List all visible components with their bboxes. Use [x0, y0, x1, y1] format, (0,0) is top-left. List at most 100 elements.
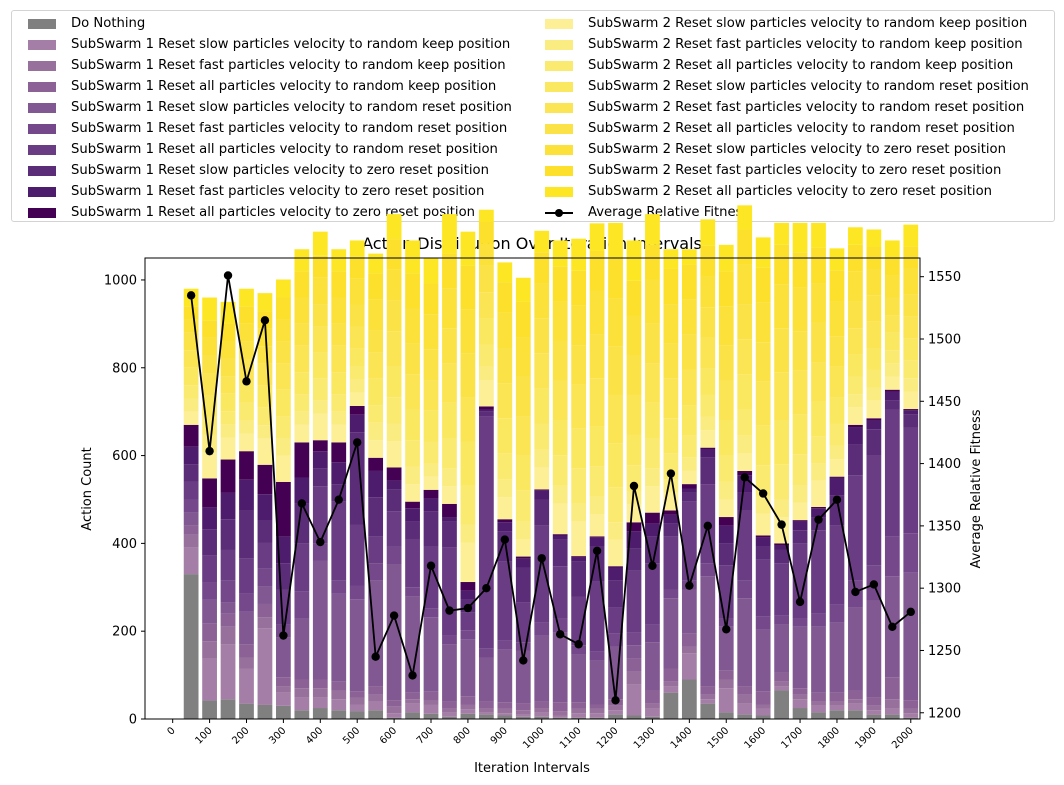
- bar-segment: [571, 520, 587, 557]
- bar-segment: [202, 355, 217, 374]
- bar-segment: [718, 499, 734, 518]
- bar-segment: [737, 409, 753, 436]
- bar-segment: [903, 360, 919, 379]
- bar-segment: [405, 587, 420, 597]
- bar-segment: [202, 599, 217, 624]
- bar-segment: [349, 585, 365, 600]
- bar-segment: [405, 596, 420, 693]
- legend-label: Do Nothing: [71, 16, 146, 31]
- bar-segment: [442, 503, 457, 518]
- bar-segment: [866, 429, 882, 456]
- bar-segment: [792, 331, 808, 371]
- bar-segment: [534, 622, 550, 636]
- bar-segment: [534, 499, 550, 526]
- bar-segment: [405, 501, 420, 509]
- bar-segment: [737, 264, 753, 305]
- bar-segment: [737, 580, 753, 599]
- fitness-point: [242, 377, 251, 386]
- bar-segment: [478, 243, 494, 266]
- x-tick-label: 1000: [521, 725, 547, 751]
- bar-segment: [626, 504, 642, 523]
- bar-segment: [848, 699, 863, 704]
- bar-segment: [571, 305, 587, 346]
- bar-segment: [257, 520, 273, 543]
- legend-swatch: [545, 123, 573, 134]
- bar-segment: [294, 442, 310, 478]
- bar-segment: [866, 710, 882, 715]
- legend-column-left: Do Nothing SubSwarm 1 Reset slow particle…: [28, 13, 512, 223]
- bar-segment: [478, 409, 494, 412]
- bar-segment: [478, 221, 494, 244]
- bar-segment: [755, 559, 771, 617]
- bar-segment: [700, 576, 716, 687]
- bar-segment: [571, 708, 587, 714]
- bar-segment: [848, 328, 863, 355]
- bar-segment: [423, 380, 439, 411]
- bar-segment: [811, 530, 826, 614]
- bar-segment: [312, 688, 328, 698]
- bar-segment: [718, 543, 734, 566]
- bar-segment: [811, 613, 826, 627]
- bar-segment: [423, 498, 439, 512]
- bar-segment: [645, 323, 660, 364]
- bar-segment: [534, 423, 550, 450]
- x-tick-label: 1600: [742, 725, 768, 751]
- bar-segment: [515, 558, 531, 568]
- bar-segment: [700, 447, 716, 449]
- bar-segment: [700, 457, 716, 485]
- bar-segment: [239, 402, 254, 421]
- legend-column-right: SubSwarm 2 Reset slow particles velocity…: [545, 13, 1029, 223]
- x-tick-label: 300: [267, 725, 288, 746]
- bar-segment: [312, 708, 328, 719]
- bar-segment: [257, 586, 273, 604]
- bar-segment: [478, 708, 494, 713]
- bar-segment: [608, 487, 623, 523]
- bar-segment: [294, 323, 310, 346]
- bar-segment: [571, 561, 587, 597]
- bar-segment: [829, 604, 845, 623]
- bar-segment: [737, 374, 753, 410]
- bar-segment: [645, 363, 660, 403]
- bar-segment: [645, 642, 660, 691]
- bar-segment: [478, 366, 494, 381]
- bar-segment: [884, 536, 900, 577]
- bar-segment: [534, 388, 550, 424]
- bar-segment: [663, 598, 679, 669]
- y2-tick-label: 1300: [928, 582, 961, 597]
- bar-segment: [663, 268, 679, 305]
- fitness-point: [445, 606, 454, 615]
- bar-segment: [202, 582, 217, 600]
- bar-segment: [239, 479, 254, 511]
- bar-segment: [792, 252, 808, 288]
- bar-segment: [497, 713, 513, 716]
- bar-segment: [792, 708, 808, 719]
- x-tick-label: 600: [378, 725, 399, 746]
- bar-segment: [829, 622, 845, 693]
- bar-segment: [368, 273, 384, 300]
- bar-segment: [386, 269, 402, 301]
- legend-item: SubSwarm 1 Reset all particles velocity …: [28, 202, 512, 223]
- bar-segment: [312, 440, 328, 452]
- bar-segment: [239, 657, 254, 669]
- bar-segment: [737, 435, 753, 454]
- bar-segment: [645, 523, 660, 537]
- bar-segment: [331, 501, 347, 581]
- bar-segment: [294, 697, 310, 711]
- bar-segment: [220, 376, 236, 394]
- bar-segment: [368, 497, 384, 537]
- bar-segment: [681, 334, 697, 370]
- fitness-point: [888, 622, 897, 631]
- bar-segment: [848, 710, 863, 719]
- bar-segment: [368, 352, 384, 379]
- bar-segment: [257, 363, 273, 386]
- legend-label: SubSwarm 2 Reset all particles velocity …: [588, 184, 992, 199]
- bar-segment: [294, 411, 310, 425]
- bar-segment: [534, 635, 550, 702]
- fitness-point: [814, 515, 823, 524]
- fitness-point: [279, 631, 288, 640]
- legend-label: SubSwarm 1 Reset slow particles velocity…: [71, 163, 489, 178]
- bar-segment: [681, 633, 697, 647]
- bar-segment: [755, 616, 771, 630]
- bar-segment: [202, 507, 217, 530]
- bar-segment: [331, 593, 347, 682]
